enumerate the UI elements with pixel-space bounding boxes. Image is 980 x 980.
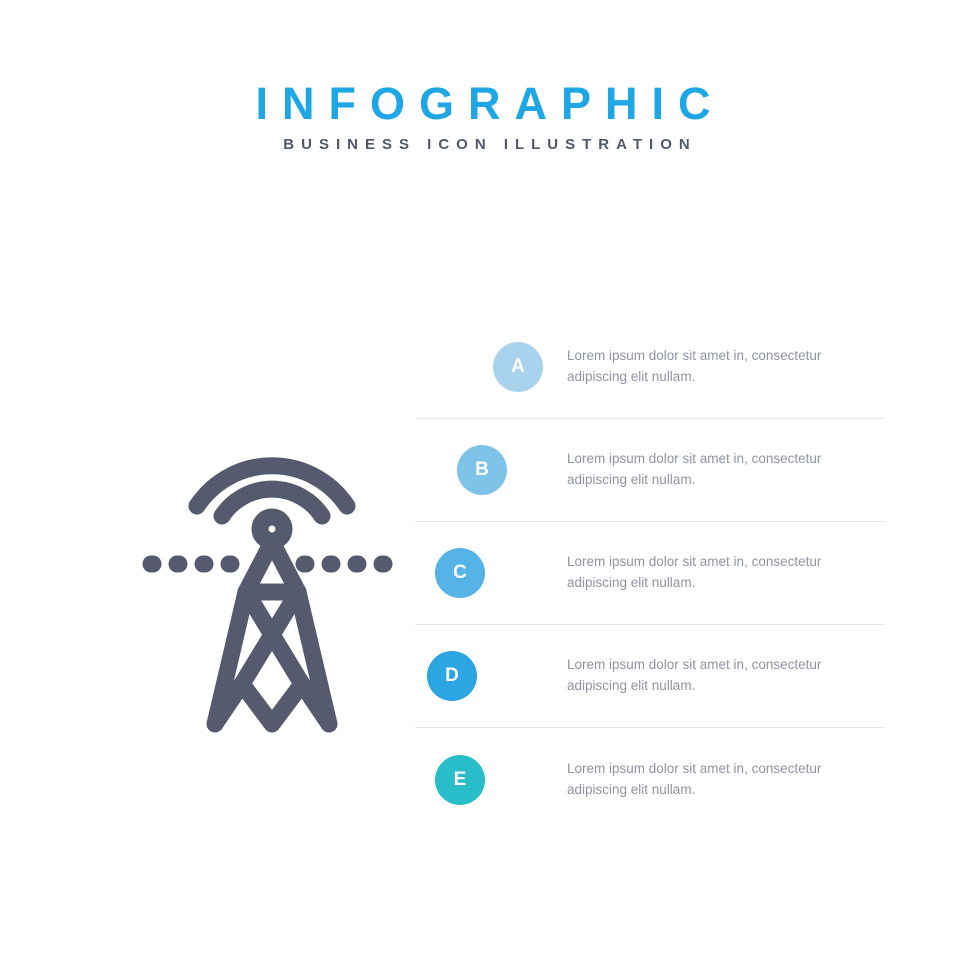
step-text-b: Lorem ipsum dolor sit amet in, consectet… [507,449,885,491]
step-text-d: Lorem ipsum dolor sit amet in, consectet… [477,655,885,697]
step-badge-c: C [435,548,485,598]
step-text-e: Lorem ipsum dolor sit amet in, consectet… [485,759,885,801]
step-e: E Lorem ipsum dolor sit amet in, consect… [415,728,885,831]
header: INFOGRAPHIC BUSINESS ICON ILLUSTRATION [0,78,980,153]
step-c: C Lorem ipsum dolor sit amet in, consect… [415,522,885,625]
infographic-canvas: INFOGRAPHIC BUSINESS ICON ILLUSTRATION [0,0,980,980]
step-text-a: Lorem ipsum dolor sit amet in, consectet… [543,346,885,388]
step-badge-d: D [427,651,477,701]
antenna-tower-svg [142,424,402,734]
page-title: INFOGRAPHIC [0,78,980,130]
content-area: A Lorem ipsum dolor sit amet in, consect… [0,316,980,856]
step-b: B Lorem ipsum dolor sit amet in, consect… [415,419,885,522]
page-subtitle: BUSINESS ICON ILLUSTRATION [0,136,980,153]
step-a: A Lorem ipsum dolor sit amet in, consect… [415,316,885,419]
step-badge-b: B [457,445,507,495]
step-list: A Lorem ipsum dolor sit amet in, consect… [415,316,885,831]
step-badge-a: A [493,342,543,392]
step-badge-e: E [435,755,485,805]
antenna-tower-icon [142,424,402,739]
step-d: D Lorem ipsum dolor sit amet in, consect… [415,625,885,728]
step-text-c: Lorem ipsum dolor sit amet in, consectet… [485,552,885,594]
